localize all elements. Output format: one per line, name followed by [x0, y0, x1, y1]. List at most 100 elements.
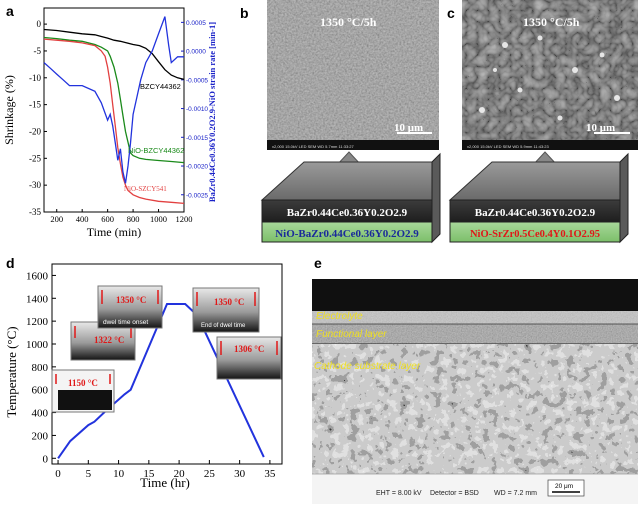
plot-frame-a: [43, 7, 185, 213]
c-top-layer-label: BaZr0.44Ce0.36Y0.2O2.9: [475, 207, 596, 219]
a-xtick-label: 1200: [176, 214, 193, 224]
a-xtick-label: 200: [50, 214, 63, 224]
a-ytick-label: -35: [29, 207, 41, 217]
svg-text:1350 °C: 1350 °C: [116, 295, 146, 305]
a-xtick-label: 1000: [150, 214, 167, 224]
panel-e-letter: e: [314, 255, 322, 271]
a-series-lines: [43, 16, 185, 205]
a-label-nio-bzcy: NiO-BZCY44362: [128, 146, 184, 155]
panel-c-letter: c: [447, 5, 455, 21]
e-detector: Detector = BSD: [430, 490, 479, 497]
inset-1150: 1150 °C: [51, 369, 115, 413]
d-ytick-label: 200: [32, 430, 49, 442]
d-xtick-label: 5: [86, 468, 92, 480]
panel-b-sem-bzcy: b x2,000 15.0kV LED SEM WD 5.7mm 11:33:2…: [240, 0, 441, 244]
d-xtick-label: 25: [204, 468, 216, 480]
sem-image-c: x2,000 15.0kV LED SEM WD 5.9mm 11:43:23: [462, 0, 638, 150]
a-xtick-label: 600: [101, 214, 114, 224]
a-right-axis-label: BaZr0.44Ce0.36Y0.2O2.9-NiO strain rate […: [207, 22, 217, 202]
d-series-line-0: [57, 303, 265, 459]
d-xtick-label: 0: [55, 468, 61, 480]
inset-onset-caption: dwel time onset: [103, 319, 148, 326]
c-layer-stack: [448, 152, 629, 244]
panel-c-sem-szcy: c x2,000 15.0kV LED SEM WD 5.9mm 11:43:2…: [447, 0, 638, 244]
a-ytick-label: -5: [34, 46, 42, 56]
a-x-axis-label: Time (min): [87, 225, 142, 239]
panel-e-cross-section: e Electrolyte Functional layer Cathode s…: [312, 255, 638, 504]
d-ytick-label: 1200: [26, 316, 49, 328]
a-y2tick-label: -0.0020: [186, 164, 208, 171]
c-bottom-layer-label: NiO-SrZr0.5Ce0.4Y0.1O2.95: [470, 229, 600, 240]
a-label-nio-szcy: NiO-SZCY541: [124, 185, 167, 193]
a-y-axis-ticks: 0 -5 -10 -15 -20 -25 -30 -35: [29, 19, 47, 217]
a-xtick-label: 400: [76, 214, 89, 224]
a-series-line-0: [43, 28, 185, 81]
d-xtick-label: 20: [174, 468, 186, 480]
a-y2tick-label: -0.0015: [186, 135, 208, 142]
panel-d-letter: d: [6, 255, 15, 271]
svg-text:1306 °C: 1306 °C: [234, 344, 264, 354]
b-condition-label: 1350 °C/5h: [320, 15, 377, 29]
d-ytick-label: 0: [43, 453, 49, 465]
d-xtick-label: 15: [143, 468, 155, 480]
a-ytick-label: -20: [29, 126, 41, 136]
a-y2tick-label: -0.0010: [186, 106, 208, 113]
a-y2tick-label: 0.0000: [186, 49, 206, 56]
d-ytick-label: 400: [32, 408, 49, 420]
panel-a-shrinkage-chart: a 0 -5 -10 -15 -20 -25 -30 -35 0.0005 0.0000 -0.0…: [2, 3, 217, 239]
e-wd: WD = 7.2 mm: [494, 490, 537, 497]
d-ytick-label: 1000: [26, 339, 49, 351]
b-top-layer-label: BaZr0.44Ce0.36Y0.2O2.9: [287, 207, 408, 219]
panel-b-letter: b: [240, 5, 249, 21]
e-eht: EHT = 8.00 kV: [376, 490, 422, 497]
inset-1350-onset: 1350 °C dwel time onset: [97, 285, 163, 329]
a-ytick-label: 0: [37, 19, 42, 29]
d-xtick-label: 30: [234, 468, 246, 480]
a-xtick-label: 800: [127, 214, 140, 224]
a-series-line-1: [43, 36, 185, 164]
a-ytick-label: -15: [29, 100, 41, 110]
d-xtick-label: 10: [113, 468, 125, 480]
b-scale-label: 10 μm: [394, 122, 423, 134]
sem-image-b: x2,000 15.0kV LED SEM WD 5.7mm 11:33:27: [267, 0, 439, 150]
a-ytick-label: -10: [29, 73, 41, 83]
d-ytick-label: 1600: [26, 270, 49, 282]
a-y2tick-label: -0.0005: [186, 77, 208, 84]
svg-text:1350 °C: 1350 °C: [214, 297, 244, 307]
d-xtick-label: 35: [264, 468, 276, 480]
d-series-lines: [57, 303, 265, 459]
e-functional-label: Functional layer: [316, 329, 387, 340]
inset-end-caption: End of dwel time: [201, 323, 246, 329]
svg-text:1150 °C: 1150 °C: [68, 378, 98, 388]
c-condition-label: 1350 °C/5h: [523, 15, 580, 29]
b-layer-stack: [260, 152, 441, 244]
a-y2tick-label: 0.0005: [186, 20, 206, 27]
inset-1306: 1306 °C: [216, 336, 282, 380]
panel-d-temperature-profile: d 0 200 400 600 800 1000 1200 1400 1600 0 5 10 15 20…: [4, 255, 283, 490]
a-y2tick-label: -0.0025: [186, 192, 208, 199]
d-ytick-label: 800: [32, 362, 49, 374]
b-bottom-layer-label: NiO-BaZr0.44Ce0.36Y0.2O2.9: [275, 228, 419, 240]
c-scale-label: 10 μm: [586, 122, 615, 134]
a-x-axis-ticks: 200 400 600 800 1000 1200: [50, 209, 193, 224]
svg-text:x2,000 15.0kV LED SEM WD: x2,000 15.0kV LED SEM WD 5.9mm 11:43:23: [467, 144, 550, 149]
a-right-axis-ticks: 0.0005 0.0000 -0.0005 -0.0010 -0.0015 -0.0020…: [181, 20, 208, 199]
a-label-bzcy: BZCY44362: [140, 82, 181, 91]
a-ytick-label: -25: [29, 153, 41, 163]
d-x-axis-ticks: 0 5 10 15 20 25 30 35: [55, 460, 276, 480]
d-y-axis-label: Temperature (°C): [4, 326, 19, 417]
svg-text:x2,000 15.0kV LED SEM WD: x2,000 15.0kV LED SEM WD 5.7mm 11:33:27: [272, 144, 355, 149]
e-electrolyte-label: Electrolyte: [316, 311, 363, 322]
svg-text:1322 °C: 1322 °C: [94, 335, 124, 345]
a-series-line-3: [43, 16, 184, 184]
plot-frame-d: [51, 263, 283, 465]
d-y-axis-ticks: 0 200 400 600 800 1000 1200 1400 1600: [26, 270, 56, 465]
a-ytick-label: -30: [29, 180, 41, 190]
panel-a-letter: a: [6, 3, 14, 19]
d-x-axis-label: Time (hr): [140, 475, 190, 490]
d-ytick-label: 1400: [26, 293, 49, 305]
a-series-line-2: [43, 38, 185, 205]
d-ytick-label: 600: [32, 385, 49, 397]
e-substrate-label: Cathode substrate layer: [314, 361, 421, 372]
